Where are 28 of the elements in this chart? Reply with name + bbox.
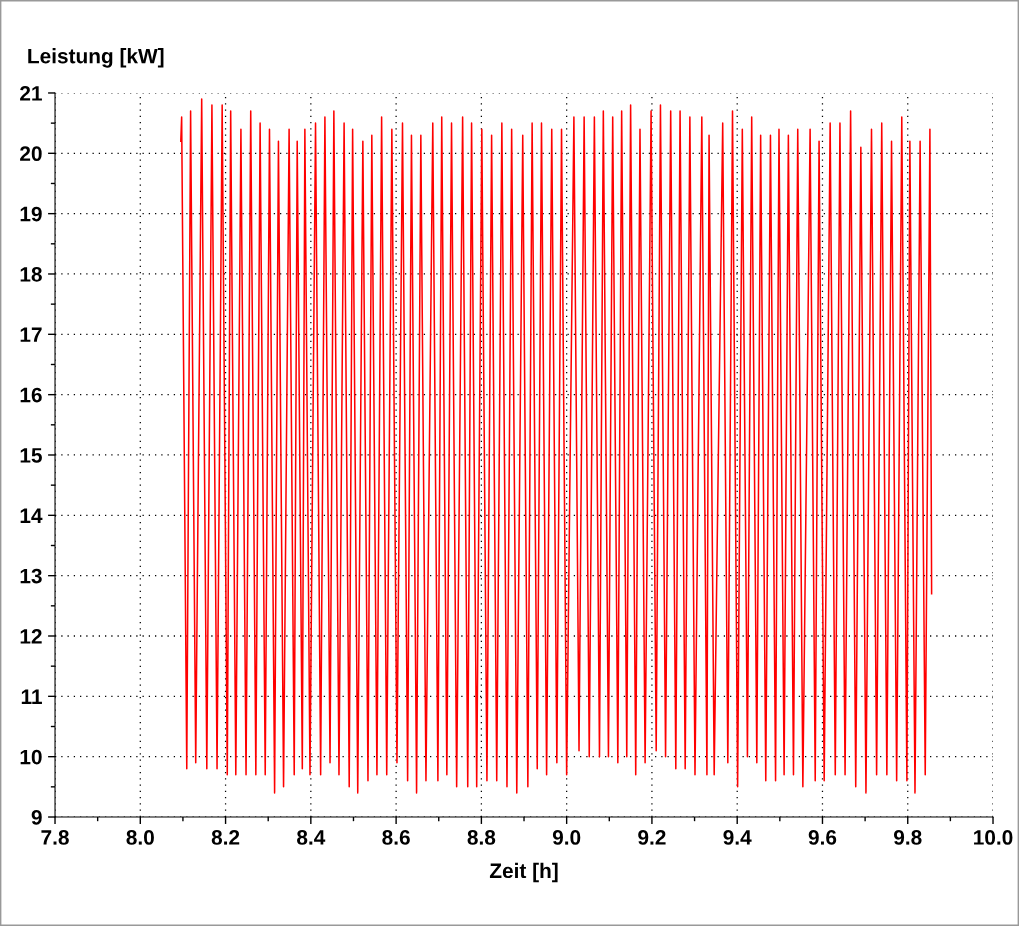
- y-tick-label: 15: [20, 448, 42, 463]
- y-tick-label: 11: [21, 689, 42, 704]
- x-tick-label: 8.0: [126, 830, 154, 845]
- x-tick-label: 7.8: [41, 830, 69, 845]
- y-tick-label: 13: [20, 568, 42, 584]
- y-axis-title: Leistung [kW]: [28, 48, 164, 68]
- x-tick-label: 10.0: [974, 830, 1013, 845]
- x-tick-label: 9.4: [723, 830, 752, 845]
- x-tick-label: 9.0: [552, 830, 581, 845]
- x-tick-label: 8.4: [297, 830, 326, 845]
- y-tick-label: 18: [20, 266, 42, 282]
- x-axis-title: Zeit [h]: [489, 862, 558, 883]
- y-tick-label: 9: [31, 810, 42, 825]
- y-tick-label: 10: [20, 749, 42, 765]
- x-tick-label: 8.8: [467, 830, 496, 845]
- y-tick-label: 12: [20, 629, 42, 644]
- x-tick-label: 9.8: [893, 830, 922, 845]
- y-tick-label: 17: [20, 327, 42, 342]
- x-tick-label: 9.2: [638, 830, 666, 845]
- y-tick-label: 20: [20, 146, 42, 162]
- line-series: [180, 98, 933, 794]
- x-tick-label: 9.6: [808, 830, 837, 845]
- y-tick-label: 16: [20, 387, 42, 403]
- y-tick-label: 14: [20, 508, 43, 523]
- x-tick-label: 8.6: [382, 830, 410, 845]
- x-tick-label: 8.2: [211, 830, 240, 845]
- y-tick-label: 19: [20, 206, 42, 222]
- y-tick-label: 21: [20, 85, 42, 101]
